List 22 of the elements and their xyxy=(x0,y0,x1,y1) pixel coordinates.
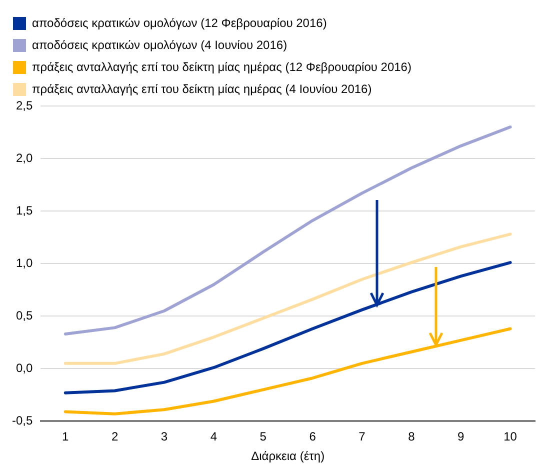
x-tick-label: 1 xyxy=(62,430,70,444)
x-tick-label: 10 xyxy=(504,430,518,444)
legend-label: πράξεις ανταλλαγής επί του δείκτη μίας ημέρας (12 Φεβρουαρίου 2016) xyxy=(32,60,412,74)
y-tick-label: 2,5 xyxy=(16,98,33,112)
legend-label: αποδόσεις κρατικών ομολόγων (12 Φεβρουαρίου 2016) xyxy=(32,16,327,30)
legend-label: αποδόσεις κρατικών ομολόγων (4 Ιουνίου 2016) xyxy=(32,38,288,52)
x-axis-title: Διάρκεια (έτη) xyxy=(251,449,325,464)
legend-label: πράξεις ανταλλαγής επί του δείκτη μίας ημέρας (4 Ιουνίου 2016) xyxy=(32,82,372,96)
x-tick-label: 9 xyxy=(458,430,465,444)
y-tick-label: 0,5 xyxy=(16,308,33,322)
x-tick-label: 7 xyxy=(358,430,366,444)
x-tick-label: 8 xyxy=(408,430,416,444)
y-tick-label: 2,0 xyxy=(16,150,33,165)
x-tick-label: 6 xyxy=(309,430,316,444)
x-tick-label: 3 xyxy=(160,430,168,444)
y-tick-label: -0,5 xyxy=(12,414,33,428)
y-tick-label: 1,0 xyxy=(16,256,33,270)
y-tick-label: 1,5 xyxy=(16,203,33,218)
x-tick-label: 5 xyxy=(260,430,267,444)
y-tick-label: 0,0 xyxy=(16,360,33,375)
x-tick-label: 4 xyxy=(210,430,218,444)
x-tick-label: 2 xyxy=(111,430,118,444)
